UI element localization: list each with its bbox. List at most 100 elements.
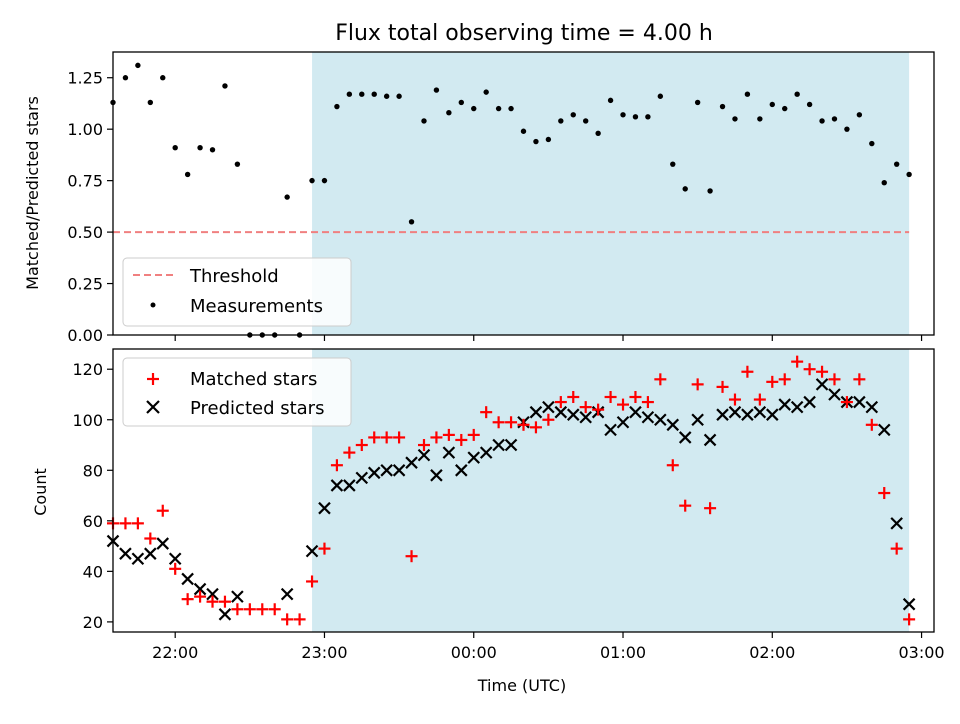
predicted-stars-point [392,464,406,477]
matched-stars-point [256,603,269,616]
predicted-stars-point [778,398,792,411]
predicted-stars-point [616,415,630,429]
predicted-stars-point [890,517,903,530]
measurement-point [881,179,887,186]
matched-stars-point [306,575,319,588]
measurement-point [819,118,825,124]
observing-window-shade [312,52,910,335]
predicted-stars-point [144,547,157,560]
measurement-point [906,171,912,178]
measurement-point [533,138,539,145]
measurement-point [831,116,838,122]
matched-stars-point [318,542,331,555]
predicted-stars-point [330,479,344,492]
matched-stars-point [144,532,157,545]
legend-matched-label: Matched stars [190,369,317,390]
predicted-stars-point [641,410,655,424]
measurement-point [757,116,763,122]
matched-stars-point [368,431,381,444]
x-axis-label: Time (UTC) [477,676,566,695]
predicted-stars-point [566,408,580,421]
x-tick-label: 00:00 [451,643,497,662]
measurement-point [744,91,751,97]
bottom-legend: Matched stars Predicted stars [122,357,352,427]
matched-stars-point [641,396,654,409]
matched-stars-point [218,595,231,608]
bottom-panel: 20 40 60 80 100 120 22:00 23:00 00:00 01:00 02:00… [31,348,945,695]
predicted-stars-point [629,405,642,419]
bottom-y-tick-label: 100 [72,411,103,430]
measurement-point [794,91,800,97]
x-tick-label: 01:00 [600,643,646,662]
matched-stars-point [281,613,294,626]
predicted-stars-point [716,408,729,421]
measurement-point [893,161,900,167]
matched-stars-point [243,603,256,616]
measurement-point [595,130,601,136]
predicted-stars-point [405,456,418,469]
predicted-stars-point [741,408,754,421]
predicted-stars-point [343,479,356,492]
bottom-y-tick-label: 60 [83,512,103,531]
top-y-tick-label: 0.50 [67,223,103,242]
top-y-tick-label: 0.75 [67,172,103,191]
predicted-stars-point [865,400,879,414]
predicted-stars-point [181,572,194,586]
matched-stars-point [592,403,605,416]
bottom-y-tick-label: 120 [72,360,103,379]
top-y-axis-label: Matched/Predicted stars [23,96,42,290]
chart-title: Flux total observing time = 4.00 h [335,21,713,46]
measurement-point [446,110,452,116]
matched-stars-point [181,593,194,606]
matched-stars-point [803,363,816,376]
measurement-point [570,112,576,118]
top-legend-box [122,257,352,327]
measurement-point [620,112,626,118]
predicted-stars-point [305,544,319,558]
matched-stars-point [579,401,592,414]
measurement-point [122,75,129,81]
top-panel: Flux total observing time = 4.00 h 0.00 0… [23,21,935,345]
matched-stars-point [417,439,430,452]
matched-stars-point [119,517,132,530]
top-axes-frame [112,51,935,336]
matched-stars-point [679,499,692,512]
measurement-point [719,103,726,110]
measurement-point [135,62,141,69]
matched-stars-point [405,550,418,563]
top-y-tick-label: 0.25 [67,275,103,294]
predicted-stars-point [455,464,468,477]
predicted-stars-point [728,405,742,419]
matched-stars-point [517,418,530,431]
predicted-stars-point [678,431,692,444]
predicted-stars-point [355,471,369,485]
measurement-point [334,103,340,110]
matched-stars-point [330,459,343,472]
matched-stars-point [691,378,704,391]
predicted-stars-point [691,413,704,427]
measurement-point [458,99,465,106]
predicted-stars-point [131,552,145,566]
predicted-stars-point [877,423,891,437]
matched-stars-point [878,487,891,500]
bottom-y-tick-label: 80 [83,461,103,480]
matched-stars-point [293,613,306,626]
measurement-point [483,89,489,95]
predicted-stars-point [417,448,431,462]
predicted-stars-point [318,501,331,515]
measurement-point [383,93,390,99]
matched-stars-point [393,431,406,444]
measurement-point [856,112,863,118]
measurement-point [184,171,191,178]
matched-stars-point [853,373,866,386]
legend-matched-swatch [147,373,159,385]
legend-measurements-swatch [150,302,156,308]
matched-stars-point [654,373,667,386]
predicted-stars-point [666,418,680,432]
predicted-stars-point [529,405,543,419]
predicted-stars-point [542,400,555,414]
matched-stars-point [704,502,717,515]
top-y-tick-label: 1.00 [67,120,103,139]
